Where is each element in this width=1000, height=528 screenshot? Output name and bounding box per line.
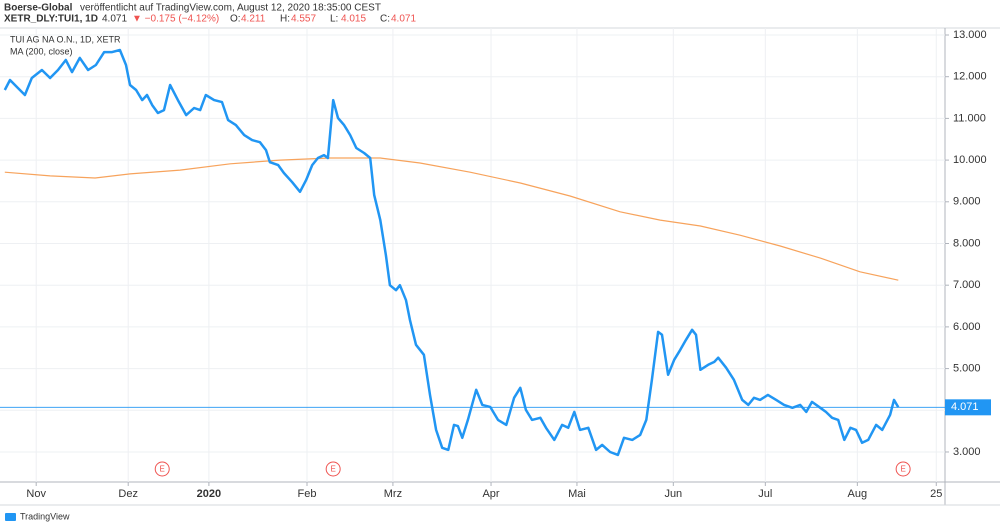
x-tick-label: Mai bbox=[568, 488, 586, 500]
x-tick-label: Jun bbox=[664, 488, 682, 500]
logo: TradingView bbox=[5, 511, 70, 521]
y-tick-label: 9.000 bbox=[953, 196, 981, 208]
x-tick-label: Nov bbox=[26, 488, 46, 500]
last-price-label: 4.071 bbox=[951, 401, 979, 413]
published: veröffentlicht auf TradingView.com, Augu… bbox=[80, 3, 381, 14]
y-tick-label: 12.000 bbox=[953, 71, 987, 83]
series-line bbox=[4, 157, 899, 281]
footer: TradingView bbox=[20, 511, 70, 521]
x-tick-label: Dez bbox=[118, 488, 138, 500]
ohlc-label: L: bbox=[330, 14, 338, 25]
y-tick-label: 10.000 bbox=[953, 154, 987, 166]
ohlc-label: O: bbox=[230, 14, 241, 25]
y-tick-label: 6.000 bbox=[953, 321, 981, 333]
y-tick-label: 5.000 bbox=[953, 362, 981, 374]
last-price-box bbox=[945, 399, 991, 416]
event-marker bbox=[895, 461, 911, 477]
ohlc-value: 4.015 bbox=[341, 14, 366, 25]
symbol: XETR_DLY:TUI1, 1D bbox=[4, 14, 98, 25]
logo-icon bbox=[5, 513, 16, 521]
series-line bbox=[3, 48, 900, 457]
y-tick-label: 3.000 bbox=[953, 446, 981, 458]
ohlc-label: C: bbox=[380, 14, 390, 25]
ohlc-value: 4.211 bbox=[241, 14, 266, 25]
publisher: Boerse-Global bbox=[4, 3, 73, 14]
y-tick-label: 7.000 bbox=[953, 279, 981, 291]
x-tick-label: Apr bbox=[482, 488, 499, 500]
event-label: E bbox=[900, 465, 905, 474]
legend-price: TUI AG NA O.N., 1D, XETR bbox=[10, 34, 121, 44]
ohlc-label: H: bbox=[280, 14, 290, 25]
ohlc-value: 4.557 bbox=[291, 14, 316, 25]
header: Boerse-Global veröffentlicht auf Trading… bbox=[4, 3, 381, 25]
x-tick-label: Mrz bbox=[384, 488, 402, 500]
change: ▼ −0.175 (−4.12%) bbox=[132, 14, 219, 25]
ohlc-value: 4.071 bbox=[391, 14, 416, 25]
y-tick-label: 11.000 bbox=[953, 112, 986, 124]
event-marker bbox=[325, 461, 341, 477]
event-label: E bbox=[330, 465, 335, 474]
x-tick-label: 2020 bbox=[197, 488, 221, 500]
y-tick-label: 8.000 bbox=[953, 237, 981, 249]
x-tick-label: Aug bbox=[848, 488, 868, 500]
price: 4.071 bbox=[102, 14, 127, 25]
event-label: E bbox=[160, 465, 165, 474]
x-tick-label: Jul bbox=[758, 488, 772, 500]
event-marker bbox=[154, 461, 170, 477]
x-tick-label: Feb bbox=[298, 488, 317, 500]
x-tick-label: 25 bbox=[930, 488, 942, 500]
y-tick-label: 13.000 bbox=[953, 29, 987, 41]
grid bbox=[0, 28, 945, 482]
legend-ma: MA (200, close) bbox=[10, 46, 73, 56]
